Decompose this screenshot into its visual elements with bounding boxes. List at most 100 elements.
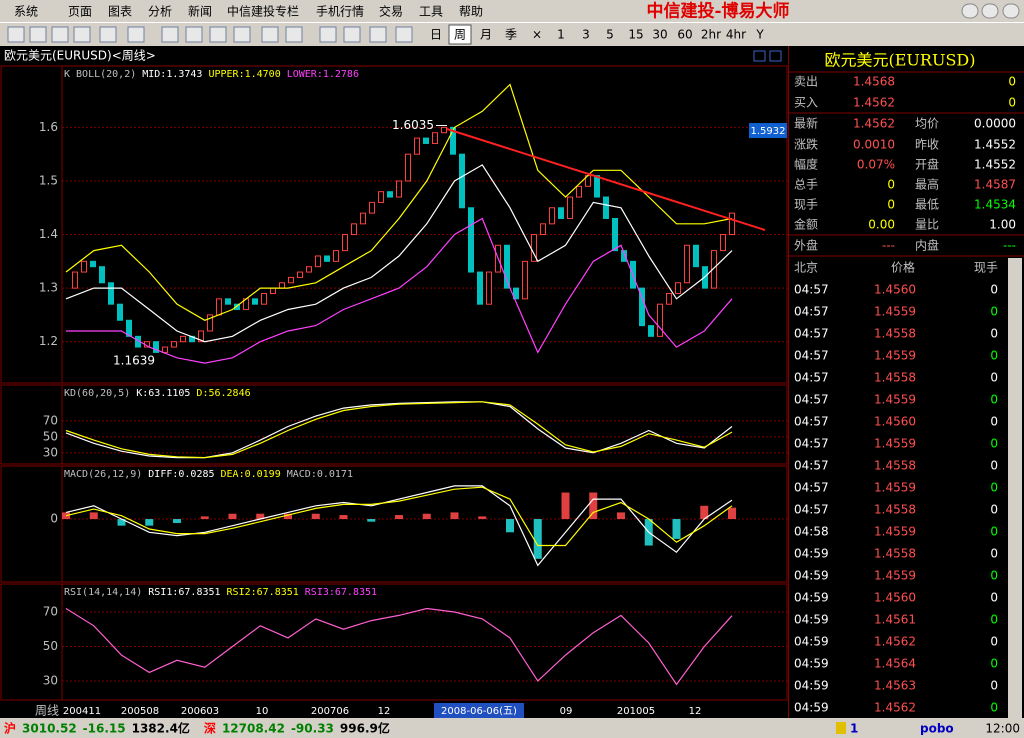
- candle: [297, 271, 303, 278]
- x-tick-label: 09: [560, 706, 573, 717]
- menu-item[interactable]: 中信建投专栏: [227, 4, 299, 19]
- period-button[interactable]: 周: [454, 28, 466, 42]
- toolbar-icon[interactable]: [343, 26, 361, 43]
- toolbar-icon[interactable]: [161, 26, 179, 43]
- window-buttons: [961, 3, 1020, 19]
- tick-time: 04:59: [794, 679, 829, 693]
- period-button[interactable]: 5: [606, 28, 614, 42]
- period-button[interactable]: 3: [582, 28, 590, 42]
- stat-value: 0.07%: [857, 158, 895, 172]
- toolbar-icon[interactable]: [185, 26, 203, 43]
- toolbar-icon[interactable]: [285, 26, 303, 43]
- menu-item[interactable]: 工具: [419, 5, 443, 19]
- toolbar-icon[interactable]: [127, 26, 145, 43]
- stat-label: 量比: [915, 218, 939, 232]
- tick-qty: 0: [990, 547, 998, 561]
- candle: [90, 260, 96, 268]
- toolbar-icon[interactable]: [395, 26, 413, 43]
- macd-bar: [478, 516, 487, 520]
- candle: [387, 191, 393, 198]
- stat-value: ---: [1003, 239, 1016, 253]
- candle: [324, 255, 330, 262]
- tick-price: 1.4560: [874, 415, 916, 429]
- period-button[interactable]: ×: [532, 28, 542, 42]
- tick-qty: 0: [990, 437, 998, 451]
- toolbar-icon[interactable]: [319, 26, 337, 43]
- menu-item[interactable]: 新闻: [188, 4, 212, 19]
- toolbar-icon[interactable]: [99, 26, 117, 43]
- period-button[interactable]: 季: [505, 28, 517, 42]
- period-button[interactable]: Y: [755, 28, 764, 42]
- candle: [423, 137, 429, 144]
- macd-bar: [450, 512, 459, 520]
- candle: [468, 207, 474, 273]
- trend-line: [446, 128, 766, 231]
- candle: [180, 335, 186, 343]
- tick-qty: 0: [990, 635, 998, 649]
- candle: [576, 185, 582, 198]
- candle: [693, 244, 699, 268]
- candle: [171, 341, 177, 348]
- period-button[interactable]: 4hr: [726, 28, 746, 42]
- candle: [234, 303, 240, 311]
- toolbar-icon[interactable]: [7, 26, 25, 43]
- candle: [117, 303, 123, 321]
- menu-item[interactable]: 系统: [14, 5, 38, 19]
- menu-item[interactable]: 交易: [379, 4, 403, 19]
- x-axis-label: 周线: [35, 704, 59, 718]
- panel-frame: [0, 465, 788, 583]
- menu-item[interactable]: 图表: [108, 5, 132, 19]
- period-button[interactable]: 日: [430, 28, 442, 42]
- scroll-right[interactable]: [769, 50, 782, 62]
- y-tick-label: 70: [43, 604, 58, 618]
- tick-price: 1.4559: [874, 569, 916, 583]
- candle: [153, 341, 159, 353]
- close-button[interactable]: [1002, 3, 1020, 19]
- status-item: 3010.52: [22, 722, 77, 736]
- alert-icon: [836, 722, 846, 734]
- toolbar-icon[interactable]: [29, 26, 47, 43]
- quote-title: 欧元美元(EURUSD): [825, 51, 976, 70]
- tick-price: 1.4561: [874, 613, 916, 627]
- stat-value: 1.4552: [974, 138, 1016, 152]
- minimize-button[interactable]: [961, 3, 979, 19]
- menu-item[interactable]: 分析: [148, 5, 172, 19]
- candle: [720, 234, 726, 252]
- chart-area: [0, 46, 788, 718]
- period-button[interactable]: 1: [557, 28, 565, 42]
- menu-item[interactable]: 页面: [68, 5, 92, 19]
- scroll-left[interactable]: [753, 50, 766, 62]
- period-button[interactable]: 月: [480, 28, 492, 42]
- menu-item[interactable]: 手机行情: [316, 5, 364, 19]
- candle: [603, 196, 609, 219]
- candle: [378, 191, 384, 203]
- candle: [540, 223, 546, 236]
- restore-button[interactable]: [981, 3, 999, 19]
- toolbar-icon[interactable]: [73, 26, 91, 43]
- candle: [225, 298, 231, 305]
- macd-bar: [533, 519, 542, 559]
- toolbar-icon[interactable]: [233, 26, 251, 43]
- toolbar-icon[interactable]: [369, 26, 387, 43]
- toolbar-icon[interactable]: [261, 26, 279, 43]
- tick-time: 04:57: [794, 349, 829, 363]
- candle: [432, 132, 438, 144]
- indicator-header: MACD(26,12,9): [64, 469, 142, 480]
- period-button[interactable]: 15: [628, 28, 643, 42]
- menu-item[interactable]: 帮助: [459, 5, 483, 19]
- indicator-header: LOWER:1.2786: [287, 69, 359, 80]
- toolbar-icon[interactable]: [51, 26, 69, 43]
- period-button[interactable]: 2hr: [701, 28, 721, 42]
- toolbar-icon[interactable]: [209, 26, 227, 43]
- indicator-header: UPPER:1.4700: [208, 69, 280, 80]
- macd-bar: [117, 519, 126, 526]
- status-item: 深: [204, 721, 216, 736]
- y-tick-label: 50: [43, 639, 58, 653]
- candle: [666, 292, 672, 305]
- period-button[interactable]: 60: [677, 28, 692, 42]
- period-button[interactable]: 30: [652, 28, 667, 42]
- tick-header: 现手: [974, 261, 998, 275]
- stat-label: 总手: [794, 178, 818, 192]
- last-price-label: 1.5932: [751, 126, 786, 137]
- tick-price: 1.4560: [874, 591, 916, 605]
